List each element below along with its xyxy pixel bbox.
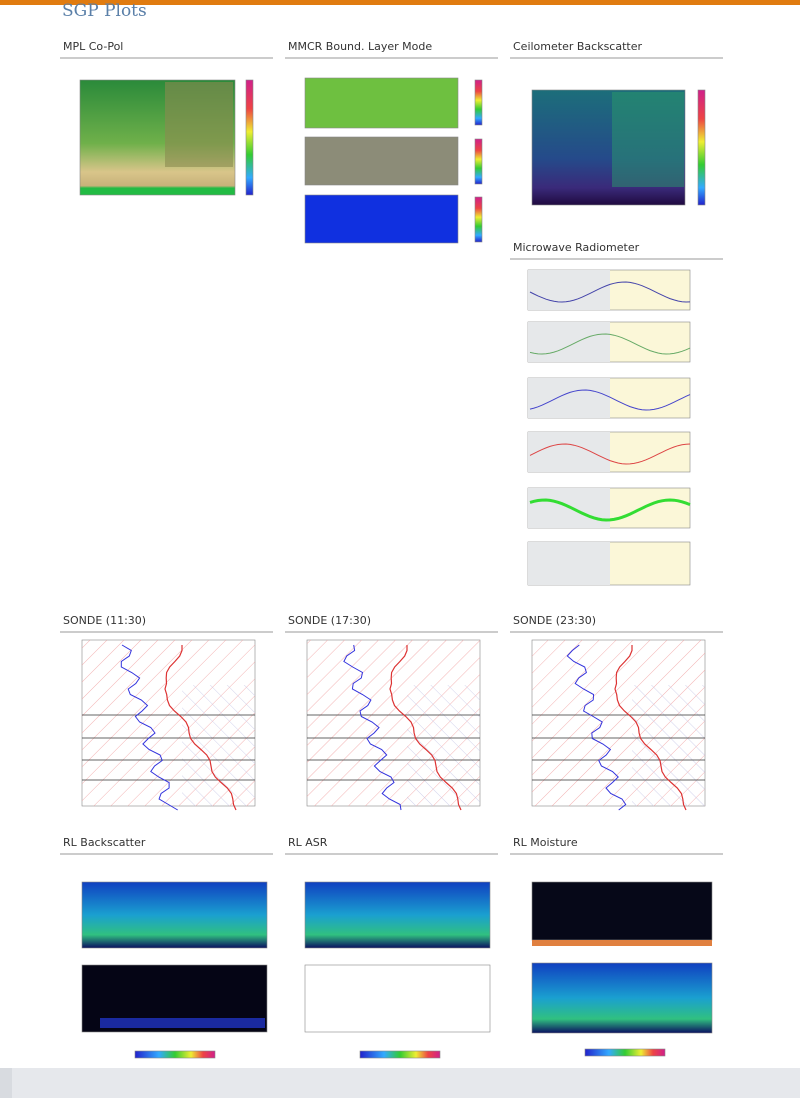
plot-image (531, 881, 713, 941)
plot-shade (528, 432, 610, 472)
plot-image (304, 881, 491, 949)
plot-image (304, 77, 459, 129)
taskbar (12, 1068, 800, 1098)
plot-hatch (182, 685, 255, 806)
plot-trace (120, 644, 178, 811)
plot-image (304, 964, 491, 1033)
panel-title: MPL Co-Pol (63, 40, 123, 53)
colorbar (134, 1050, 216, 1059)
plot-trace (529, 443, 691, 465)
page-title: SGP Plots (62, 1, 147, 21)
colorbar (474, 79, 483, 126)
panel-title: MMCR Bound. Layer Mode (288, 40, 432, 53)
panel-title: SONDE (23:30) (513, 614, 596, 627)
plot-image (531, 962, 713, 1034)
panel-title: Ceilometer Backscatter (513, 40, 642, 53)
plot-hatch (407, 685, 480, 806)
plot-image (81, 881, 268, 949)
plot-trace (566, 644, 627, 811)
plot-shade (528, 378, 610, 418)
plot-shade (528, 542, 610, 585)
panel-title: RL Backscatter (63, 836, 146, 849)
panel-title: SONDE (17:30) (288, 614, 371, 627)
plot-image (532, 940, 712, 946)
panel-title: RL Moisture (513, 836, 578, 849)
plot-trace (164, 645, 237, 811)
plot-trace (529, 333, 691, 355)
plot-image (100, 1018, 265, 1028)
plot-image (304, 194, 459, 244)
plot-image (612, 92, 684, 187)
panel-title: SONDE (11:30) (63, 614, 146, 627)
colorbar (474, 196, 483, 243)
plot-trace (389, 645, 462, 811)
panel-title: Microwave Radiometer (513, 241, 640, 254)
colorbar (359, 1050, 441, 1059)
colorbar (245, 79, 254, 196)
top-bar (0, 0, 800, 5)
colorbar (474, 138, 483, 185)
plot-trace (614, 645, 687, 811)
plot-image (165, 82, 233, 167)
plot-trace (529, 498, 691, 522)
colorbar (697, 89, 706, 206)
plot-shade (528, 322, 610, 362)
colorbar (584, 1048, 666, 1057)
plot-trace (343, 644, 402, 811)
plot-hatch (632, 685, 705, 806)
plot-trace (529, 281, 691, 303)
panel-title: RL ASR (288, 836, 328, 849)
plot-trace (529, 389, 691, 411)
plot-image (304, 136, 459, 186)
